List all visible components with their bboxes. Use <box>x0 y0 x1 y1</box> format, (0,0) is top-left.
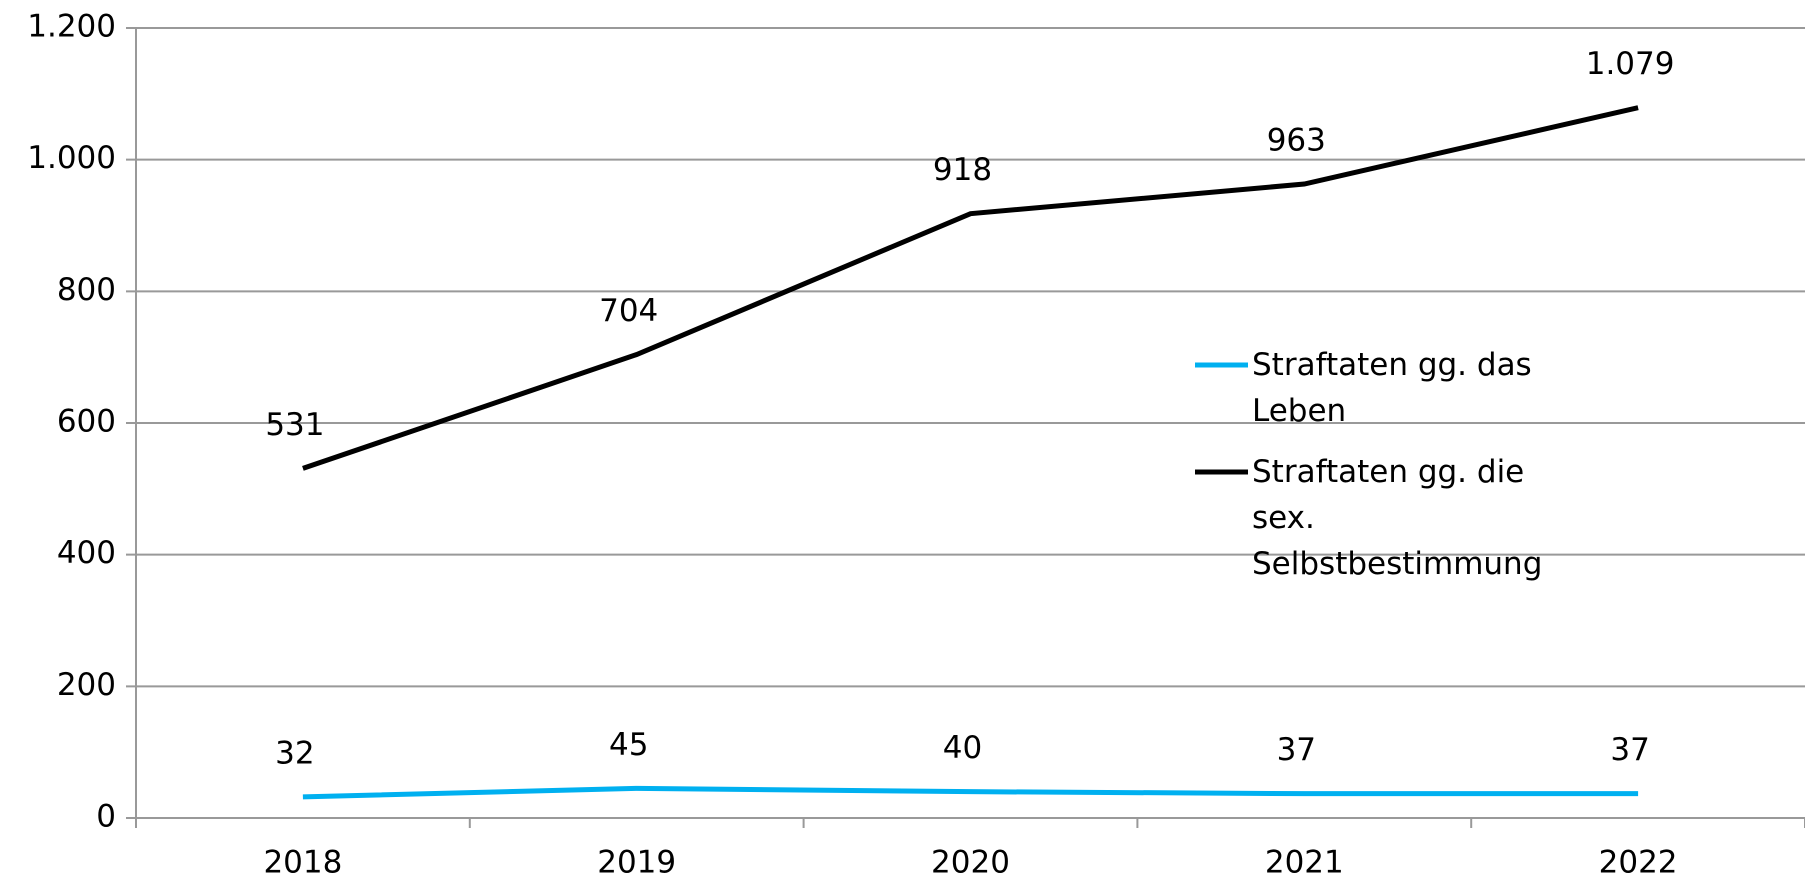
y-tick-label: 1.000 <box>27 140 116 176</box>
x-tick-label: 2021 <box>1265 845 1344 881</box>
y-tick-label: 400 <box>57 535 116 571</box>
y-tick-label: 600 <box>57 404 116 440</box>
data-label: 37 <box>1277 732 1316 768</box>
data-label: 1.079 <box>1586 46 1675 82</box>
data-label: 45 <box>609 727 648 763</box>
data-label: 963 <box>1267 123 1326 159</box>
data-label: 40 <box>943 730 982 766</box>
y-tick-label: 200 <box>57 667 116 703</box>
y-tick-label: 0 <box>96 799 116 835</box>
x-tick-label: 2019 <box>597 845 676 881</box>
data-label: 37 <box>1610 732 1649 768</box>
y-tick-label: 1.200 <box>27 9 116 45</box>
series-line <box>302 785 1639 800</box>
legend-label: Straftaten gg. die sex. Selbstbestimmung <box>1252 454 1543 582</box>
y-tick-label: 800 <box>57 272 116 308</box>
data-label: 32 <box>275 735 314 771</box>
data-label: 531 <box>265 407 324 443</box>
x-tick-label: 2018 <box>263 845 342 881</box>
data-label: 704 <box>599 293 658 329</box>
series-line <box>302 105 1639 471</box>
x-tick-label: 2022 <box>1599 845 1678 881</box>
x-tick-label: 2020 <box>931 845 1010 881</box>
legend-label: Straftaten gg. das Leben <box>1252 347 1532 429</box>
data-label: 918 <box>933 152 992 188</box>
